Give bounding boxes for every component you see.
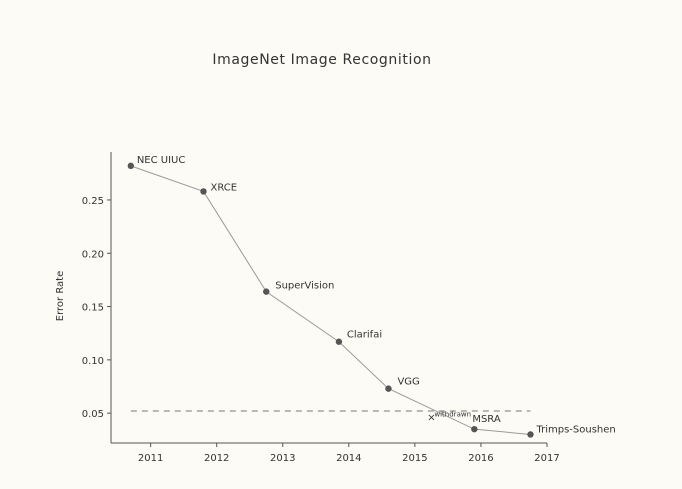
data-point (127, 162, 135, 170)
data-point-label: Trimps-Soushen (535, 424, 615, 435)
x-tick-label: 2014 (336, 453, 361, 464)
y-axis-label: Error Rate (55, 271, 66, 321)
data-point-label: VGG (397, 377, 419, 388)
y-tick-label: 0.10 (82, 356, 104, 367)
data-point-label: NEC UIUC (137, 155, 186, 166)
x-tick-label: 2015 (402, 453, 427, 464)
chart-marks: 0.05 0.10 0.15 0.20 0.25 2011 2012 2013 2014 2015… (82, 155, 616, 464)
data-point-label: MSRA (472, 414, 501, 425)
y-tick-label: 0.05 (82, 409, 104, 420)
data-point (200, 188, 207, 195)
x-tick-label: 2016 (468, 453, 493, 464)
data-point-label: SuperVision (275, 281, 334, 292)
chart-title: ImageNet Image Recognition (212, 52, 431, 68)
y-tick-label: 0.15 (82, 303, 104, 314)
withdrawn-x-marker: × (427, 412, 435, 423)
data-point (527, 431, 534, 438)
data-point-label: XRCE (210, 182, 237, 193)
x-tick-label: 2011 (138, 453, 163, 464)
data-point (335, 338, 343, 345)
data-point-label: Clarifai (347, 330, 382, 341)
data-point (263, 288, 270, 295)
x-tick-label: 2013 (270, 453, 295, 464)
data-point (385, 385, 392, 392)
withdrawn-label: withdrawn (434, 410, 471, 418)
series-line (130, 165, 531, 435)
y-tick-label: 0.20 (82, 249, 104, 260)
x-tick-label: 2012 (204, 453, 229, 464)
x-tick-label: 2017 (534, 453, 559, 464)
data-point (471, 425, 478, 433)
y-tick-label: 0.25 (82, 196, 104, 207)
